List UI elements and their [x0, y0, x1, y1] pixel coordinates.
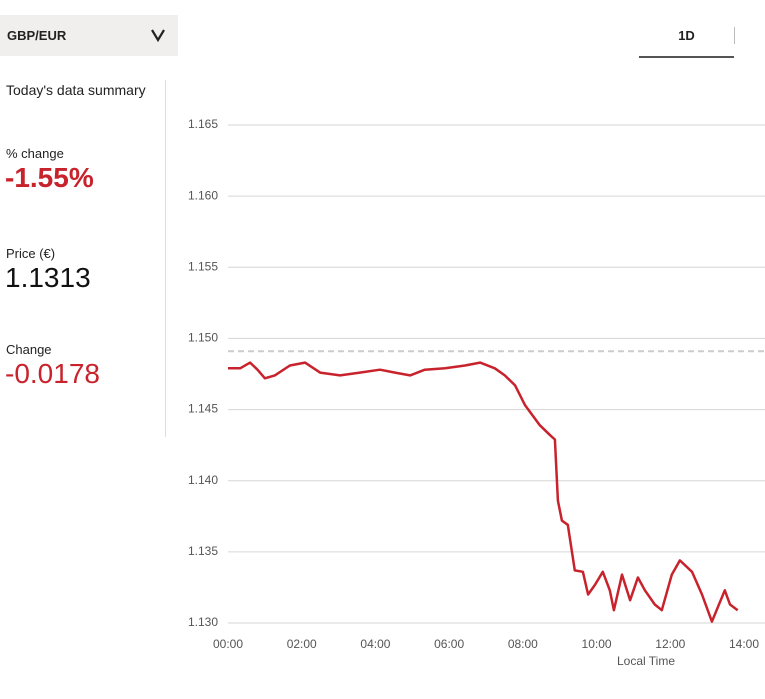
x-tick-label: 06:00 — [434, 637, 464, 651]
y-tick-label: 1.155 — [188, 259, 218, 273]
selector-label: GBP/EUR — [7, 28, 67, 43]
tab-label: 1D — [678, 28, 695, 43]
x-tick-label: 14:00 — [729, 637, 759, 651]
x-tick-label: 04:00 — [360, 637, 390, 651]
summary-value: 1.1313 — [5, 262, 91, 293]
currency-selector[interactable]: GBP/EUR — [0, 15, 178, 56]
y-tick-label: 1.135 — [188, 544, 218, 558]
x-tick-label: 10:00 — [582, 637, 612, 651]
summary-value: -1.55% — [5, 162, 94, 193]
x-axis-label: Local Time — [617, 654, 675, 668]
summary-panel: Today's data summary % change -1.55% Pri… — [0, 80, 166, 437]
y-tick-label: 1.165 — [188, 117, 218, 131]
summary-label: Price (€) — [6, 246, 56, 261]
y-tick-label: 1.130 — [188, 615, 218, 629]
x-tick-label: 00:00 — [213, 637, 243, 651]
y-tick-label: 1.140 — [188, 473, 218, 487]
y-tick-label: 1.160 — [188, 188, 218, 202]
summary-title: Today's data summary — [6, 82, 146, 98]
summary-value: -0.0178 — [5, 358, 100, 389]
y-tick-label: 1.150 — [188, 331, 218, 345]
x-tick-label: 02:00 — [287, 637, 317, 651]
summary-label: Change — [6, 342, 52, 357]
x-tick-label: 12:00 — [655, 637, 685, 651]
range-tab[interactable]: 1D — [639, 18, 734, 58]
chevron — [151, 29, 165, 42]
summary-label: % change — [6, 146, 64, 161]
y-tick-label: 1.145 — [188, 402, 218, 416]
price-line — [228, 361, 739, 623]
tab-separator — [734, 27, 735, 44]
x-tick-label: 08:00 — [508, 637, 538, 651]
